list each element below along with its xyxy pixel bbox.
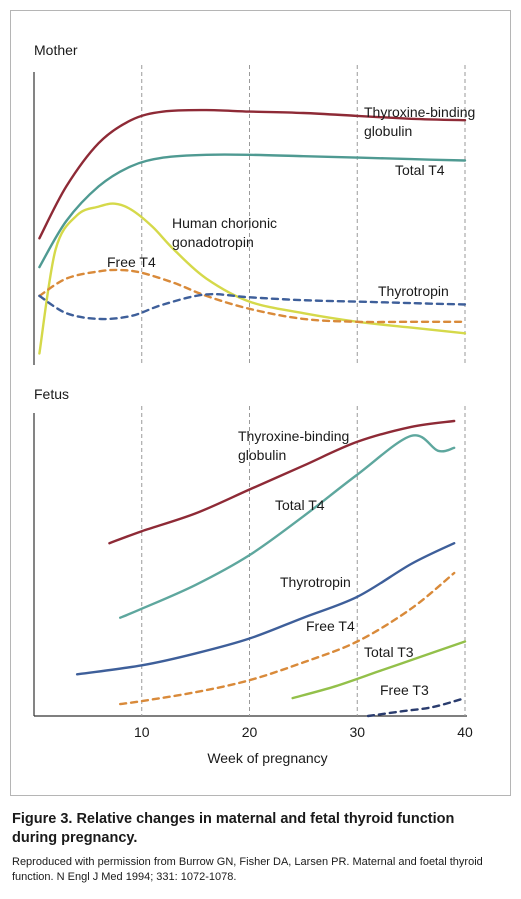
fetus-series-total-t3: [291, 640, 467, 700]
mother-annotation-thyrotropin: Thyrotropin: [378, 283, 449, 299]
fetus-annotation-free-t3: Free T3: [380, 682, 429, 698]
mother-series-thyrotropin: [38, 292, 467, 321]
fetus-annotation-total-t4: Total T4: [275, 497, 325, 513]
mother-annotation-thyroxine-binding-globulin-line-1: Thyroxine-binding: [364, 104, 475, 120]
mother-series-thyroxine-binding-globulin: [38, 108, 467, 240]
fetus-annotation-free-t4: Free T4: [306, 618, 355, 634]
fetus-x-tick-label-10: 10: [134, 724, 150, 740]
fetus-series-free-t3: [366, 696, 467, 718]
fetus-annotation-thyroxine-binding-globulin-line-2: globulin: [238, 447, 286, 463]
fetus-x-tick-label-40: 40: [457, 724, 473, 740]
fetus-series-free-t4: [119, 571, 456, 706]
mother-series-free-t4: [38, 268, 467, 324]
fetus-series-thyroxine-binding-globulin: [108, 419, 456, 545]
fetus-annotation-thyrotropin: Thyrotropin: [280, 574, 351, 590]
fetus-panel-title: Fetus: [34, 386, 69, 402]
fetus-annotation-thyroxine-binding-globulin-line-1: Thyroxine-binding: [238, 428, 349, 444]
fetus-annotation-total-t3: Total T3: [364, 644, 414, 660]
fetus-x-tick-label-30: 30: [349, 724, 365, 740]
mother-series-total-t4: [38, 153, 467, 269]
mother-annotation-free-t4: Free T4: [107, 254, 156, 270]
x-axis-label: Week of pregnancy: [207, 750, 327, 766]
fetus-x-tick-label-20: 20: [242, 724, 258, 740]
fetus-series-total-t4: [119, 434, 456, 619]
mother-annotation-total-t4: Total T4: [395, 162, 445, 178]
mother-annotation-thyroxine-binding-globulin-line-2: globulin: [364, 123, 412, 139]
mother-annotation-human-chorionic-gonadotropin-line-2: gonadotropin: [172, 234, 254, 250]
fetus-series-thyrotropin: [75, 542, 456, 676]
figure-caption-source: Reproduced with permission from Burrow G…: [12, 856, 483, 883]
thyroid-function-chart: Mother Thyroxine-binding globulin Total T4 H…: [33, 42, 475, 766]
mother-panel-title: Mother: [34, 42, 78, 58]
figure-caption-title: Figure 3. Relative changes in maternal a…: [12, 811, 455, 846]
mother-annotation-human-chorionic-gonadotropin-line-1: Human chorionic: [172, 215, 277, 231]
figure-frame: [10, 10, 511, 796]
